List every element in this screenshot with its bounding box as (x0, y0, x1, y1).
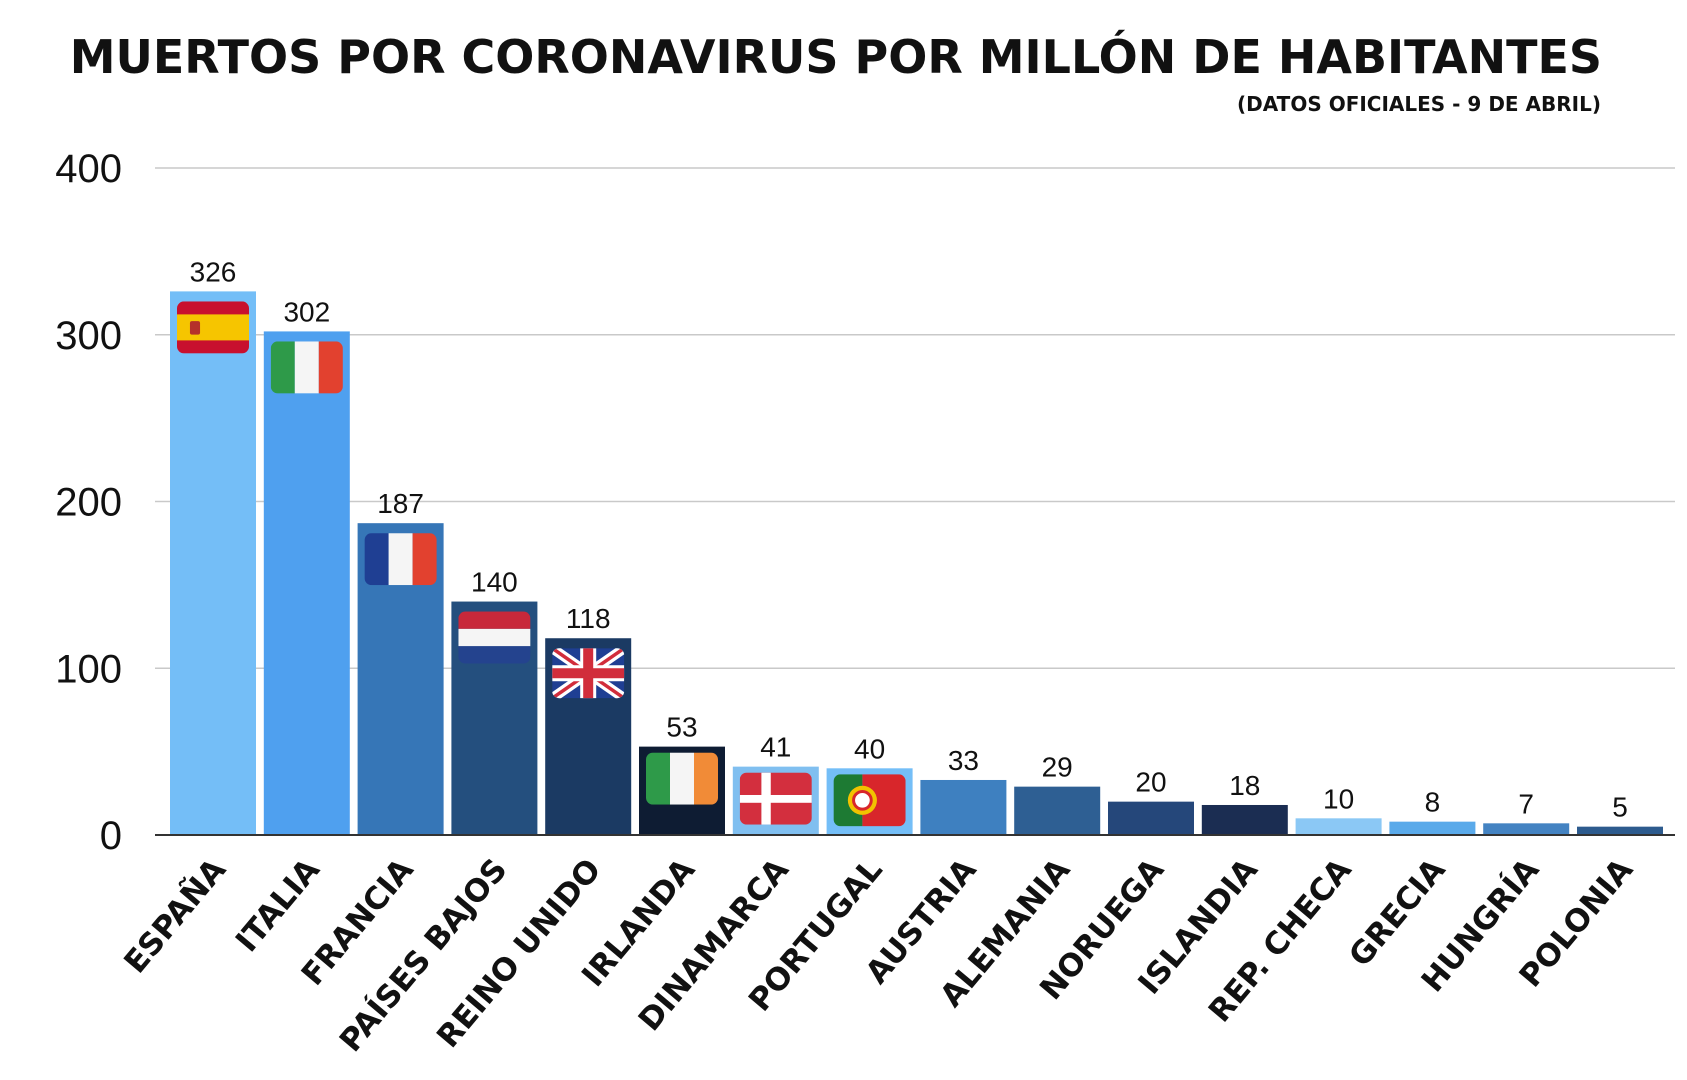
flag-body (364, 533, 437, 586)
flag-part (694, 752, 718, 805)
data-label: 33 (948, 745, 979, 776)
data-label: 40 (854, 733, 885, 764)
data-label: 5 (1612, 792, 1628, 823)
flag-netherlands-icon (458, 611, 531, 664)
x-tick-label: PAÍSES BAJOS (333, 852, 515, 1059)
flag-part (552, 668, 625, 679)
bar-hungr-a (1483, 823, 1570, 835)
bars (170, 291, 1663, 835)
flag-part (458, 646, 531, 664)
flag-coat (189, 321, 201, 335)
y-tick-label: 100 (55, 647, 122, 691)
bar-alemania (1014, 786, 1101, 835)
bar-italia (263, 331, 350, 835)
chart-subtitle: (DATOS OFICIALES - 9 DE ABRIL) (1237, 92, 1601, 116)
flag-part (412, 533, 437, 586)
bar-grecia (1389, 821, 1476, 835)
data-label: 140 (471, 567, 518, 598)
y-tick-label: 0 (100, 814, 122, 858)
flag-part (739, 794, 812, 803)
data-label: 187 (377, 488, 424, 519)
x-tick-label: ITALIA (229, 852, 327, 959)
data-label: 10 (1323, 783, 1354, 814)
x-tick-label: REINO UNIDO (430, 852, 608, 1055)
flag-body (739, 772, 812, 825)
data-label: 8 (1425, 787, 1441, 818)
y-tick-label: 200 (55, 481, 122, 525)
x-tick-label: ESPAÑA (117, 851, 234, 980)
flag-ireland-icon (646, 752, 718, 805)
flag-body (552, 648, 625, 699)
flag-body (270, 341, 343, 394)
data-label: 18 (1229, 770, 1260, 801)
flag-part (646, 752, 670, 805)
bar-polonia (1577, 826, 1663, 835)
flag-body (833, 774, 906, 827)
flag-spain-icon (177, 301, 249, 354)
bar-islandia (1201, 804, 1288, 835)
chart-title: MUERTOS POR CORONAVIRUS POR MILLÓN DE HA… (69, 30, 1602, 84)
bar-rep-checa (1295, 818, 1382, 835)
flag-denmark-icon (739, 772, 812, 825)
flag-part (388, 533, 413, 586)
flag-part (458, 628, 531, 647)
bar-espa-a (170, 291, 256, 835)
data-label: 53 (666, 712, 697, 743)
flag-part (364, 533, 389, 586)
flag-part (294, 341, 319, 394)
flag-body (646, 752, 718, 805)
flag-part (670, 752, 694, 805)
flag-part (270, 341, 295, 394)
data-label: 20 (1135, 767, 1166, 798)
bar-austria (920, 779, 1007, 835)
bar-noruega (1108, 801, 1194, 835)
data-label: 29 (1042, 752, 1073, 783)
flag-italy-icon (270, 341, 343, 394)
flag-part (177, 314, 249, 341)
flag-body (177, 301, 249, 354)
flag-france-icon (364, 533, 437, 586)
data-label: 41 (760, 732, 791, 763)
flag-uk-icon (552, 648, 625, 699)
data-label: 118 (566, 603, 611, 634)
flag-body (458, 611, 531, 664)
y-tick-label: 400 (55, 147, 122, 191)
flag-part (318, 341, 343, 394)
y-tick-label: 300 (55, 314, 122, 358)
flag-portugal-icon (833, 774, 906, 827)
data-label: 7 (1518, 788, 1534, 819)
data-label: 302 (283, 296, 330, 327)
flag-part (458, 611, 531, 629)
data-label: 326 (190, 256, 237, 287)
flag-part (852, 789, 873, 811)
